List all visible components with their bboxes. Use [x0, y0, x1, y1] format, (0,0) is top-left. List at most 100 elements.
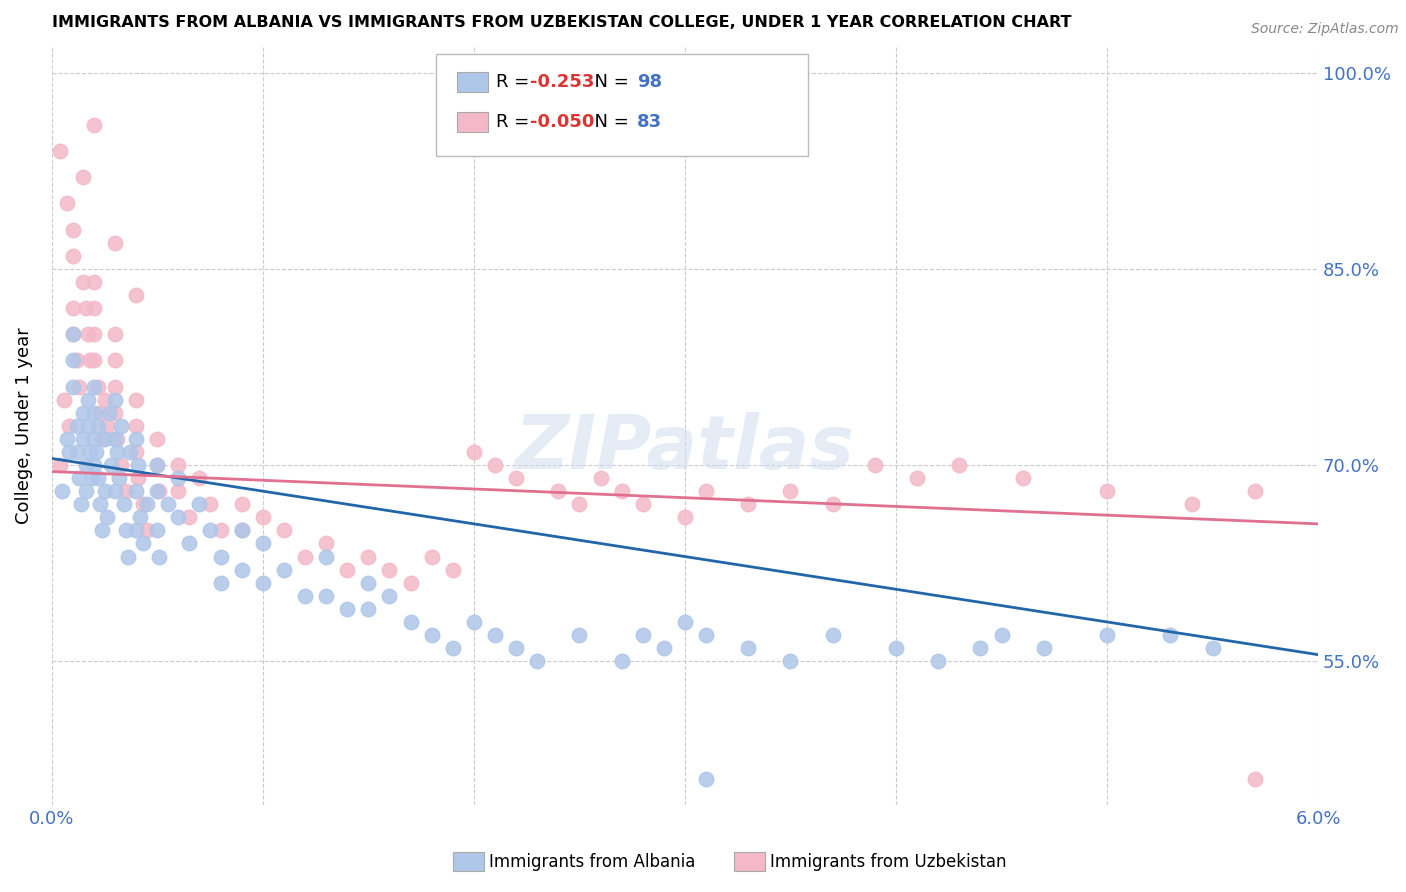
- Point: [252, 536, 274, 550]
- Point: [198, 497, 221, 511]
- Point: [146, 458, 169, 472]
- Point: [209, 549, 232, 564]
- Point: [131, 536, 153, 550]
- Point: [53, 392, 76, 407]
- Point: [104, 392, 127, 407]
- Point: [673, 615, 696, 629]
- Point: [93, 432, 115, 446]
- Point: [231, 497, 253, 511]
- Point: [505, 471, 527, 485]
- Point: [589, 471, 612, 485]
- Text: R =: R =: [496, 73, 536, 91]
- Point: [125, 432, 148, 446]
- Point: [127, 458, 149, 472]
- Point: [568, 497, 591, 511]
- Point: [51, 484, 73, 499]
- Point: [779, 484, 801, 499]
- Point: [441, 641, 464, 656]
- Point: [927, 654, 949, 668]
- Point: [76, 418, 98, 433]
- Point: [177, 510, 200, 524]
- Point: [779, 654, 801, 668]
- Point: [49, 144, 72, 158]
- Point: [62, 301, 84, 315]
- Point: [631, 497, 654, 511]
- Point: [110, 458, 132, 472]
- Point: [83, 432, 105, 446]
- Point: [62, 327, 84, 342]
- Text: IMMIGRANTS FROM ALBANIA VS IMMIGRANTS FROM UZBEKISTAN COLLEGE, UNDER 1 YEAR CORR: IMMIGRANTS FROM ALBANIA VS IMMIGRANTS FR…: [52, 15, 1071, 30]
- Point: [673, 510, 696, 524]
- Point: [231, 563, 253, 577]
- Point: [89, 497, 111, 511]
- Point: [905, 471, 928, 485]
- Point: [315, 549, 337, 564]
- Point: [357, 602, 380, 616]
- Point: [399, 575, 422, 590]
- Point: [58, 418, 80, 433]
- Point: [526, 654, 548, 668]
- Point: [62, 222, 84, 236]
- Point: [104, 327, 127, 342]
- Point: [55, 432, 77, 446]
- Point: [1032, 641, 1054, 656]
- Point: [1180, 497, 1202, 511]
- Text: ZIPatlas: ZIPatlas: [515, 412, 855, 485]
- Point: [125, 288, 148, 302]
- Point: [125, 418, 148, 433]
- Point: [188, 497, 211, 511]
- Point: [198, 524, 221, 538]
- Point: [62, 379, 84, 393]
- Point: [156, 497, 179, 511]
- Point: [125, 445, 148, 459]
- Point: [89, 406, 111, 420]
- Point: [294, 589, 316, 603]
- Point: [231, 524, 253, 538]
- Point: [75, 484, 97, 499]
- Point: [273, 563, 295, 577]
- Point: [315, 536, 337, 550]
- Point: [695, 484, 717, 499]
- Point: [420, 549, 443, 564]
- Point: [112, 497, 135, 511]
- Point: [188, 471, 211, 485]
- Point: [1095, 484, 1118, 499]
- Point: [125, 484, 148, 499]
- Point: [96, 510, 118, 524]
- Point: [135, 497, 157, 511]
- Point: [148, 549, 170, 564]
- Point: [357, 549, 380, 564]
- Point: [58, 445, 80, 459]
- Point: [72, 275, 94, 289]
- Point: [83, 301, 105, 315]
- Point: [209, 524, 232, 538]
- Point: [87, 418, 110, 433]
- Point: [252, 575, 274, 590]
- Point: [420, 628, 443, 642]
- Point: [83, 118, 105, 132]
- Point: [610, 654, 633, 668]
- Point: [87, 471, 110, 485]
- Point: [399, 615, 422, 629]
- Point: [104, 432, 127, 446]
- Point: [1243, 772, 1265, 786]
- Point: [146, 524, 169, 538]
- Point: [167, 458, 190, 472]
- Point: [948, 458, 970, 472]
- Point: [83, 458, 105, 472]
- Point: [93, 392, 115, 407]
- Point: [127, 471, 149, 485]
- Point: [87, 379, 110, 393]
- Point: [167, 484, 190, 499]
- Text: Immigrants from Albania: Immigrants from Albania: [489, 853, 696, 871]
- Point: [104, 406, 127, 420]
- Y-axis label: College, Under 1 year: College, Under 1 year: [15, 327, 32, 524]
- Point: [863, 458, 886, 472]
- Point: [62, 249, 84, 263]
- Point: [252, 510, 274, 524]
- Point: [91, 524, 114, 538]
- Text: N =: N =: [583, 113, 636, 131]
- Point: [610, 484, 633, 499]
- Point: [336, 563, 359, 577]
- Point: [75, 301, 97, 315]
